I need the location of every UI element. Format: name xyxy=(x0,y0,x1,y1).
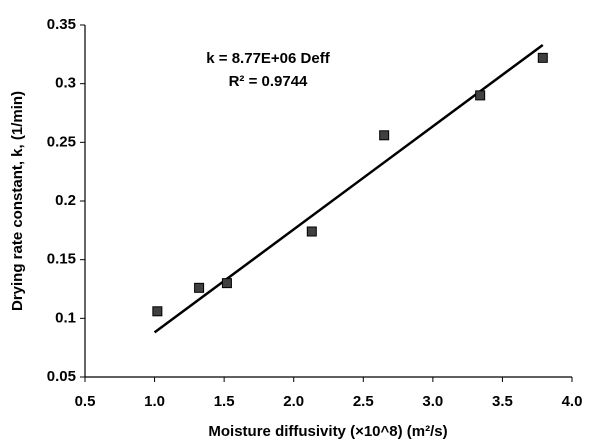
x-tick-label: 0.5 xyxy=(75,393,96,410)
y-axis-label: Drying rate constant, k, (1/min) xyxy=(9,91,26,311)
point xyxy=(475,90,486,101)
y-tick-label: 0.35 xyxy=(47,16,76,33)
y-tick-label: 0.1 xyxy=(55,309,76,326)
y-tick-label: 0.15 xyxy=(47,251,76,268)
trend-line xyxy=(153,43,544,334)
x-tick-label: 1.5 xyxy=(214,393,235,410)
y-tick-label: 0.3 xyxy=(55,75,76,92)
y-tick-label: 0.25 xyxy=(47,133,76,150)
x-tick-label: 2.5 xyxy=(353,393,374,410)
x-tick-label: 3.0 xyxy=(422,393,443,410)
x-tick-label: 3.5 xyxy=(492,393,513,410)
x-axis-label: Moisture diffusivity (×10^8) (m²/s) xyxy=(208,423,447,440)
x-tick-label: 1.0 xyxy=(144,393,165,410)
point xyxy=(194,282,205,293)
annotation: k = 8.77E+06 Deff xyxy=(206,50,330,67)
point xyxy=(221,278,232,289)
x-tick-label: 2.0 xyxy=(283,393,304,410)
x-tick-label: 4.0 xyxy=(562,393,583,410)
point xyxy=(306,226,317,237)
point xyxy=(152,306,163,317)
y-tick-label: 0.05 xyxy=(47,368,76,385)
point xyxy=(379,130,390,141)
point xyxy=(537,52,548,63)
annotation: R² = 0.9744 xyxy=(229,73,308,90)
y-tick-label: 0.2 xyxy=(55,192,76,209)
